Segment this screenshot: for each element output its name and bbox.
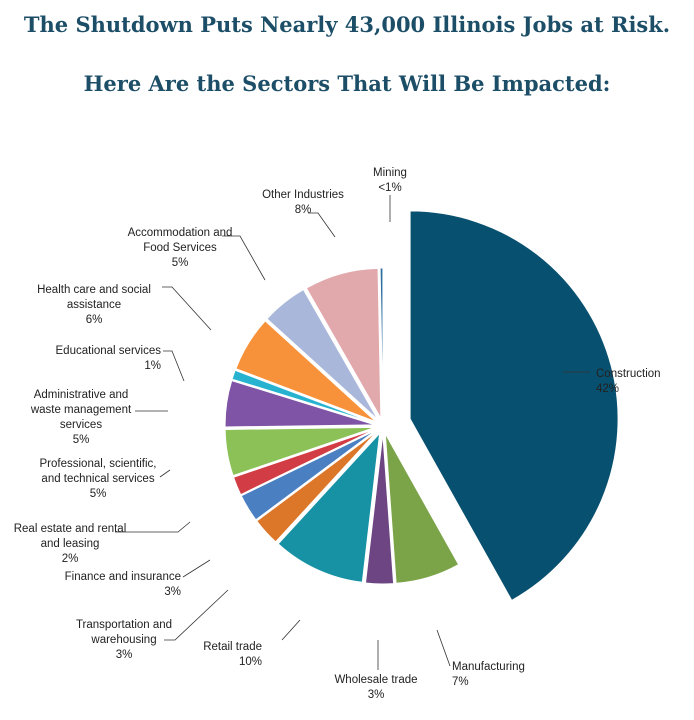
leader-line-other-industries: [308, 212, 336, 238]
pie-slice-retail-trade: [277, 431, 381, 583]
pie-slice-other-industries: [305, 267, 382, 419]
slice-label-construction: Construction 42%: [596, 368, 661, 395]
leader-line-educational-services: [163, 350, 185, 382]
pie-slice-educational-services: [231, 369, 376, 424]
leader-line-accommodation-and-food-services: [222, 235, 266, 281]
pie-slice-transportation-and-warehousing: [256, 430, 378, 543]
pie-slice-accommodation-and-food-services: [266, 288, 379, 421]
pie-slice-professional-scientific-and-technical-services: [224, 426, 376, 477]
slice-label-mining: Mining <1%: [373, 167, 407, 194]
pie-slice-health-care-and-social-assistance: [235, 320, 377, 423]
leader-line-manufacturing: [436, 629, 451, 667]
slice-label-educational-services: Educational services 1%: [56, 345, 162, 372]
slice-label-wholesale-trade: Wholesale trade 3%: [334, 674, 417, 701]
pie-slice-administrative-and-waste-management-services: [224, 380, 376, 428]
pie-slice-wholesale-trade: [364, 433, 395, 585]
slice-label-accommodation-and-food-services: Accommodation and Food Services 5%: [128, 227, 233, 269]
slice-label-professional-scientific-and-technical-services: Professional, scientific, and technical s…: [40, 458, 157, 500]
leader-line-health-care-and-social-assistance: [162, 286, 212, 331]
leader-line-transportation-and-warehousing: [164, 589, 229, 641]
slice-label-finance-and-insurance: Finance and insurance 3%: [65, 571, 181, 598]
slice-label-transportation-and-warehousing: Transportation and warehousing 3%: [76, 619, 172, 661]
slice-label-other-industries: Other Industries 8%: [262, 189, 344, 216]
slice-label-real-estate-and-rental-and-leasing: Real estate and rental and leasing 2%: [14, 523, 127, 565]
pie-slice-manufacturing: [384, 433, 460, 584]
slice-label-administrative-and-waste-management-services: Administrative and waste management servic…: [30, 389, 132, 446]
slice-label-manufacturing: Manufacturing 7%: [452, 661, 525, 688]
chart-subtitle: Here Are the Sectors That Will Be Impact…: [83, 71, 611, 96]
slice-label-retail-trade: Retail trade 10%: [203, 641, 262, 668]
leader-line-professional-scientific-and-technical-services: [159, 469, 171, 478]
leader-line-retail-trade: [281, 619, 301, 641]
leader-line-real-estate-and-rental-and-leasing: [115, 521, 191, 533]
pie-slice-mining: [379, 267, 384, 419]
pie-slice-construction: [409, 210, 619, 602]
pie-slice-real-estate-and-rental-and-leasing: [232, 428, 376, 496]
chart-title: The Shutdown Puts Nearly 43,000 Illinois…: [23, 12, 671, 37]
leader-line-finance-and-insurance: [182, 559, 211, 578]
pie-slice-finance-and-insurance: [240, 429, 377, 521]
slice-label-health-care-and-social-assistance: Health care and social assistance 6%: [37, 284, 151, 326]
